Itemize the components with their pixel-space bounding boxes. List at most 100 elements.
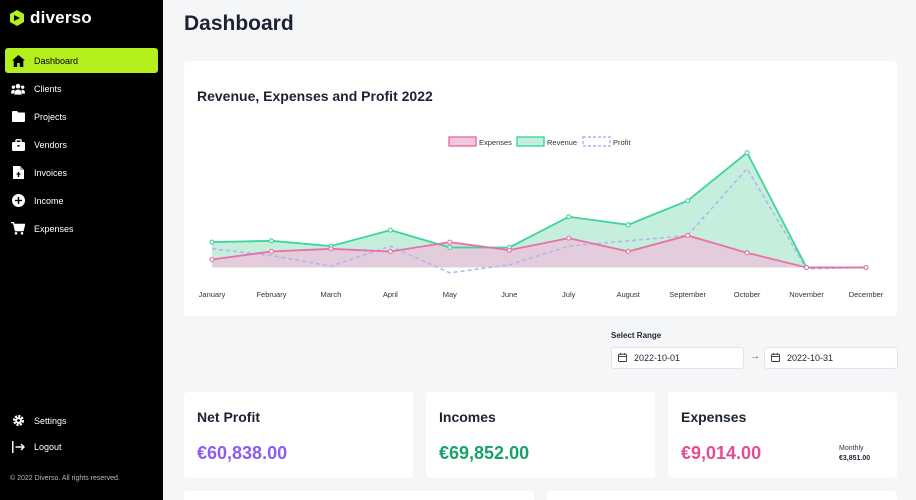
expenses-card: Expenses €9,014.00 Monthly €3,851.00 bbox=[668, 392, 897, 478]
sidebar-bottom-nav: Settings Logout bbox=[5, 408, 158, 460]
sidebar-nav: Dashboard Clients Projects Vendors Invoi… bbox=[5, 48, 158, 244]
data-point-revenue[interactable] bbox=[685, 198, 691, 204]
calendar-icon bbox=[771, 352, 780, 364]
data-point-expenses[interactable] bbox=[803, 264, 810, 271]
revenue-chart-card: Revenue, Expenses and Profit 2022 Januar… bbox=[184, 61, 897, 316]
sidebar-item-label: Dashboard bbox=[34, 55, 79, 66]
date-to-input[interactable]: 2022-10-31 bbox=[764, 347, 898, 369]
x-tick-label: September bbox=[669, 290, 706, 299]
sidebar-item-expenses[interactable]: Expenses bbox=[5, 216, 158, 241]
x-tick-label: May bbox=[443, 290, 457, 299]
data-point-revenue[interactable] bbox=[387, 227, 393, 233]
select-range-label: Select Range bbox=[611, 331, 662, 340]
page-title: Dashboard bbox=[184, 12, 294, 35]
data-point-revenue[interactable] bbox=[744, 150, 750, 156]
date-from-value: 2022-10-01 bbox=[634, 353, 681, 363]
folder-icon bbox=[11, 110, 25, 124]
app-name: diverso bbox=[30, 8, 92, 27]
legend-label-revenue[interactable]: Revenue bbox=[547, 138, 577, 147]
data-point-expenses[interactable] bbox=[625, 248, 631, 255]
logo-mark-icon bbox=[10, 10, 24, 26]
plus-circle-icon bbox=[11, 194, 25, 208]
legend-swatch-revenue[interactable] bbox=[516, 136, 545, 147]
x-tick-label: August bbox=[617, 290, 641, 299]
sidebar-item-label: Expenses bbox=[34, 223, 74, 234]
legend-swatch-expenses[interactable] bbox=[448, 136, 477, 147]
net-profit-card: Net Profit €60,838.00 bbox=[184, 392, 413, 478]
x-tick-label: April bbox=[383, 290, 398, 299]
data-point-expenses[interactable] bbox=[387, 248, 393, 255]
expenses-title: Expenses bbox=[681, 409, 747, 425]
expenses-value: €9,014.00 bbox=[681, 443, 762, 463]
bottom-card-left bbox=[184, 491, 534, 500]
incomes-title: Incomes bbox=[439, 409, 496, 425]
copyright: © 2022 Diverso. All rights reserved. bbox=[10, 475, 120, 482]
home-icon bbox=[11, 54, 25, 68]
sidebar-item-logout[interactable]: Logout bbox=[5, 434, 158, 459]
legend-label-profit[interactable]: Profit bbox=[613, 138, 631, 147]
series-area-expenses bbox=[212, 235, 866, 268]
sidebar-item-label: Clients bbox=[34, 83, 62, 94]
series-area-revenue bbox=[212, 152, 866, 268]
x-tick-label: January bbox=[199, 290, 226, 299]
data-point-revenue[interactable] bbox=[447, 244, 453, 251]
chart-title: Revenue, Expenses and Profit 2022 bbox=[197, 88, 433, 104]
sidebar-item-label: Logout bbox=[34, 441, 62, 452]
invoice-icon bbox=[11, 166, 25, 180]
net-profit-value: €60,838.00 bbox=[197, 443, 288, 463]
data-point-expenses[interactable] bbox=[506, 247, 512, 253]
data-point-revenue[interactable] bbox=[209, 239, 215, 245]
sidebar-item-projects[interactable]: Projects bbox=[5, 104, 158, 129]
data-point-expenses[interactable] bbox=[447, 239, 453, 245]
bottom-card-right bbox=[547, 491, 897, 500]
x-tick-label: June bbox=[501, 290, 517, 299]
data-point-revenue[interactable] bbox=[268, 238, 275, 244]
data-point-expenses[interactable] bbox=[566, 235, 572, 241]
sidebar-item-vendors[interactable]: Vendors bbox=[5, 132, 158, 157]
logo[interactable]: diverso bbox=[10, 8, 92, 28]
date-to-value: 2022-10-31 bbox=[787, 353, 834, 363]
sidebar-item-label: Settings bbox=[34, 415, 67, 426]
incomes-value: €69,852.00 bbox=[439, 443, 530, 463]
data-point-expenses[interactable] bbox=[863, 264, 869, 271]
data-point-expenses[interactable] bbox=[328, 246, 334, 252]
series-line-revenue bbox=[211, 151, 866, 269]
sidebar-item-clients[interactable]: Clients bbox=[5, 76, 158, 101]
users-icon bbox=[11, 82, 25, 96]
monthly-value: €3,851.00 bbox=[839, 455, 871, 462]
data-point-revenue[interactable] bbox=[566, 214, 572, 220]
x-tick-label: October bbox=[734, 290, 761, 299]
sidebar-item-label: Vendors bbox=[34, 139, 68, 150]
arrow-right-icon: → bbox=[750, 351, 760, 362]
date-from-input[interactable]: 2022-10-01 bbox=[611, 347, 744, 369]
logout-icon bbox=[11, 440, 25, 454]
x-tick-label: July bbox=[562, 290, 576, 299]
sidebar-item-label: Invoices bbox=[34, 167, 68, 178]
data-point-expenses[interactable] bbox=[744, 250, 750, 256]
sidebar-item-income[interactable]: Income bbox=[5, 188, 158, 213]
x-tick-label: February bbox=[256, 290, 286, 299]
series-line-expenses bbox=[211, 234, 866, 269]
monthly-label: Monthly bbox=[839, 445, 864, 452]
legend-label-expenses[interactable]: Expenses bbox=[479, 138, 512, 147]
net-profit-title: Net Profit bbox=[197, 409, 260, 425]
sidebar: diverso Dashboard Clients Projects Vendo… bbox=[0, 0, 163, 500]
gear-icon bbox=[11, 414, 25, 428]
legend-swatch-profit[interactable] bbox=[582, 136, 611, 147]
x-tick-label: November bbox=[789, 290, 824, 299]
sidebar-item-settings[interactable]: Settings bbox=[5, 408, 158, 433]
cart-icon bbox=[11, 222, 25, 236]
data-point-expenses[interactable] bbox=[209, 256, 215, 263]
x-tick-label: December bbox=[849, 290, 884, 299]
data-point-revenue[interactable] bbox=[625, 222, 631, 228]
data-point-expenses[interactable] bbox=[685, 232, 691, 239]
series-line-profit bbox=[211, 167, 867, 274]
sidebar-item-invoices[interactable]: Invoices bbox=[5, 160, 158, 185]
sidebar-item-label: Income bbox=[34, 195, 64, 206]
calendar-icon bbox=[618, 352, 627, 364]
x-tick-label: March bbox=[320, 290, 341, 299]
briefcase-icon bbox=[11, 138, 25, 152]
sidebar-item-label: Projects bbox=[34, 111, 67, 122]
data-point-expenses[interactable] bbox=[268, 248, 275, 255]
sidebar-item-dashboard[interactable]: Dashboard bbox=[5, 48, 158, 73]
